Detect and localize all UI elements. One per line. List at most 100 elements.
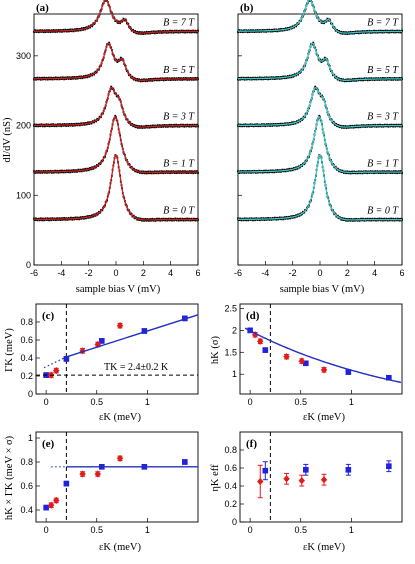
fit-curve-1T: [34, 115, 198, 174]
fit-curve-3T: [238, 87, 402, 128]
panel-b: -6 -4 -2 0 2 4 6 B = 7 T B = 5 T B = 3 T B = 1 T B …: [234, 0, 405, 295]
x-tick-label: 2: [345, 268, 350, 278]
x-tick-label: 4: [372, 268, 377, 278]
y-tick-label: 0.4: [224, 481, 237, 491]
x-tick-label: -6: [234, 268, 242, 278]
fit-curve-5T: [238, 42, 402, 81]
diamond-marker: [298, 477, 305, 485]
panel-f-axes: [239, 431, 403, 523]
x-tick-label: 2: [141, 268, 146, 278]
diamond-marker: [298, 357, 305, 365]
x-tick-label: 0: [248, 397, 253, 407]
x-tick-label: -2: [289, 268, 297, 278]
diamond-marker: [320, 476, 328, 484]
panel-c: 0 0.5 1 0 0.2 0.4 0.6 0.8 (c) εK (meV) ΓK (meV)…: [4, 303, 199, 423]
panel-c-label: (c): [42, 310, 55, 322]
x-tick-label: 6: [399, 268, 404, 278]
curve-label: B = 7 T: [367, 17, 399, 28]
panel-b-axes: [237, 13, 403, 266]
x-tick-label: 0: [113, 268, 118, 278]
panel-a-ylabel: dI/dV (nS): [2, 117, 13, 163]
curve-label: B = 7 T: [163, 17, 195, 28]
diamond-marker: [79, 347, 86, 355]
y-tick-label: 200: [16, 121, 31, 131]
panel-e-label: (e): [42, 438, 55, 450]
x-tick-label: 0.5: [90, 397, 103, 407]
diamond-marker: [257, 337, 264, 345]
panel-a-label: (a): [36, 2, 49, 14]
y-tick-label: 300: [16, 51, 31, 61]
panel-c-xlabel: εK (meV): [99, 412, 142, 423]
square-marker: [99, 338, 105, 344]
y-tick-label: 100: [16, 190, 31, 200]
panel-f: 0 0.5 1 0 0.2 0.4 0.6 0.8 (f) εK (meV) ηK eff: [210, 431, 403, 553]
diamond-marker: [116, 322, 124, 330]
panel-d-axes: [239, 303, 403, 395]
diamond-marker: [257, 477, 264, 486]
square-marker: [262, 467, 269, 474]
square-marker: [303, 360, 309, 367]
x-tick-label: 0.5: [294, 525, 307, 535]
y-tick-label: 0: [232, 517, 237, 527]
y-tick-label: 0: [26, 260, 31, 270]
y-tick-label: 2: [232, 325, 237, 335]
diamond-marker: [53, 496, 60, 504]
fit-curve-5T: [34, 42, 198, 81]
panel-e-xlabel: εK (meV): [99, 542, 142, 553]
fit-curve-0T: [238, 154, 402, 221]
x-tick-label: -4: [57, 268, 65, 278]
y-tick-label: 1.5: [224, 347, 237, 357]
diamond-marker: [283, 475, 290, 483]
panel-a-axes: [33, 13, 199, 266]
square-marker: [141, 328, 148, 334]
x-tick-label: 0: [248, 525, 253, 535]
fit-curve-3T: [34, 87, 198, 128]
curve-label: B = 1 T: [367, 158, 399, 169]
y-tick-label: 0.6: [20, 481, 33, 491]
x-tick-label: 6: [195, 268, 200, 278]
y-tick-label: 1: [28, 433, 33, 443]
x-tick-label: 1: [145, 397, 150, 407]
panel-f-label: (f): [246, 438, 257, 450]
fit-extrapolation: [43, 356, 67, 369]
panel-c-annotation: TK = 2.4±0.2 K: [104, 362, 169, 373]
panel-a-xlabel: sample bias V (mV): [76, 284, 161, 295]
square-marker: [386, 374, 392, 381]
panel-e-axes: [35, 431, 199, 523]
x-tick-label: 0: [317, 268, 322, 278]
y-tick-label: 0.4: [20, 505, 33, 515]
panel-f-xlabel: εK (meV): [303, 542, 346, 553]
y-tick-label: 0.8: [20, 317, 33, 327]
fit-curve-7T: [34, 0, 198, 34]
square-marker: [262, 347, 269, 353]
diamond-marker: [94, 470, 101, 478]
y-tick-label: 0.2: [20, 371, 33, 381]
y-tick-label: 0: [28, 389, 33, 399]
fit-curve-1T: [238, 115, 402, 174]
panel-d-xlabel: εK (meV): [303, 412, 346, 423]
diamond-marker: [116, 454, 124, 462]
panel-d-label: (d): [246, 310, 260, 322]
square-marker: [182, 459, 188, 465]
diamond-marker: [79, 470, 86, 478]
panel-a: -6 -4 -2 0 2 4 6 0 100 200 300 B = 7 T B = 5 T B = 3 …: [2, 0, 201, 295]
square-marker: [63, 480, 70, 487]
panel-c-ylabel: ΓK (meV): [4, 328, 15, 372]
panel-e: 0 0.5 1 0.4 0.6 0.8 1 (e) εK (meV) hK × ΓK (me…: [4, 431, 199, 553]
square-marker: [345, 467, 352, 473]
panel-b-label: (b): [240, 2, 254, 14]
x-tick-label: 0.5: [90, 525, 103, 535]
y-tick-label: 1: [232, 369, 237, 379]
y-tick-label: 0.8: [224, 445, 237, 455]
diamond-marker: [53, 367, 60, 375]
x-tick-label: 1: [349, 397, 354, 407]
x-tick-label: 0: [44, 397, 49, 407]
square-marker: [303, 467, 309, 473]
y-tick-label: 2.5: [224, 303, 237, 313]
x-tick-label: 0: [44, 525, 49, 535]
y-tick-label: 0.8: [20, 457, 33, 467]
panel-d: 0 0.5 1 1 1.5 2 2.5 (d) εK (meV) hK (σ): [210, 303, 403, 423]
square-marker: [345, 369, 352, 375]
square-marker: [63, 356, 70, 362]
